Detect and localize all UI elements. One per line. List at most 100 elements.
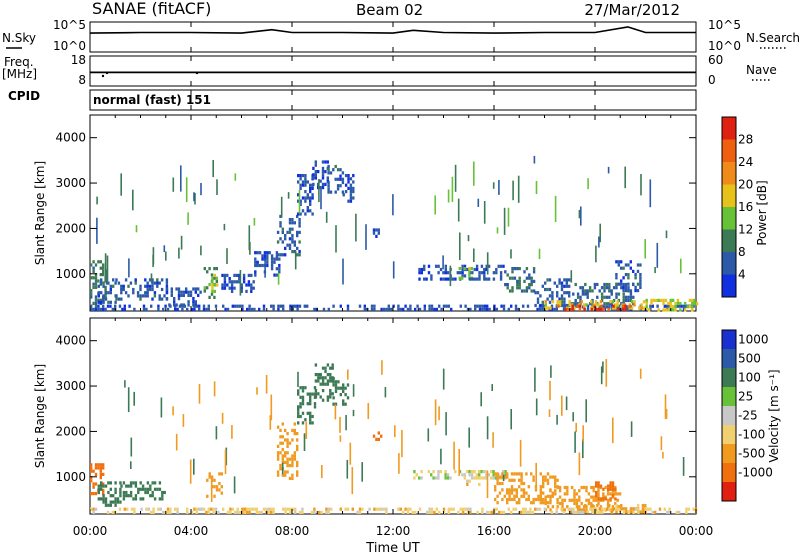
scatter-cell [567,507,570,511]
scatter-cell [158,487,162,491]
scatter-cell [296,473,299,477]
scatter-streak [498,180,500,195]
scatter-cell [551,505,555,509]
scatter-cell [608,507,611,511]
scatter-cell [678,304,681,308]
scatter-cell [526,304,530,308]
scatter-cell [161,494,164,498]
scatter-cell [327,168,330,172]
scatter-cell [420,476,423,480]
scatter-streak [538,248,541,260]
scatter-cell [581,292,585,296]
scatter-cell [508,494,511,498]
scatter-cell [90,469,93,473]
scatter-cell [99,266,102,270]
scatter-cell [492,271,496,275]
scatter-cell [116,500,120,504]
scatter-cell [558,495,562,499]
scatter-cell [617,263,620,267]
scatter-cell [317,373,320,377]
scatter-cell [392,304,395,308]
scatter-cell [229,510,232,514]
scatter-cell [115,278,118,282]
power-colorbar-tick-label: 16 [738,200,753,214]
scatter-cell [266,260,269,264]
scatter-cell [550,307,554,311]
scatter-cell [614,485,617,490]
scatter-cell [243,510,246,514]
scatter-cell [439,470,442,474]
scatter-cell [151,284,154,288]
scatter-cell [517,307,520,311]
scatter-cell [596,295,599,299]
scatter-cell [629,507,633,511]
scatter-cell [373,507,376,511]
scatter-cell [418,507,422,511]
scatter-cell [624,298,628,303]
scatter-cell [342,402,345,406]
scatter-cell [252,286,255,290]
scatter-streak [277,272,280,285]
scatter-cell [321,366,325,370]
scatter-cell [609,492,612,496]
scatter-cell [334,164,337,169]
scatter-cell [622,266,625,270]
scatter-cell [341,177,345,181]
scatter-cell [288,218,292,222]
scatter-cell [92,507,95,511]
scatter-cell [560,284,564,288]
scatter-cell [220,472,223,476]
scatter-cell [534,497,538,502]
scatter-cell [546,278,549,282]
velocity-panel-frame [89,317,697,515]
scatter-cell [223,273,227,277]
scatter-cell [501,481,504,486]
scatter-cell [329,366,332,370]
scatter-cell [397,507,400,511]
scatter-cell [504,470,507,474]
scatter-cell [550,304,554,308]
scatter-cell [132,481,135,485]
x-tick-label: 04:00 [174,524,209,538]
scatter-cell [608,302,611,306]
scatter-cell [624,282,628,287]
scatter-cell [397,304,400,308]
scatter-cell [618,507,621,511]
scatter-cell [230,280,234,284]
scatter-cell [326,373,330,377]
scatter-cell [301,389,305,393]
scatter-cell [574,282,577,287]
scatter-cell [148,278,152,282]
scatter-cell [122,497,126,501]
scatter-cell [109,500,112,504]
scatter-cell [622,298,625,303]
scatter-cell [546,287,549,292]
scatter-cell [144,294,147,298]
scatter-cell [304,183,307,187]
scatter-cell [487,264,491,268]
scatter-cell [564,307,567,311]
scatter-cell [591,289,594,293]
freq-right-bottom-tick: 0 [708,73,716,87]
scatter-cell [284,510,287,514]
scatter-cell [146,281,149,285]
scatter-cell [554,475,557,479]
scatter-cell [120,291,123,295]
scatter-cell [324,182,327,186]
axis-ticks: 00:00 04:00 08:00 12:00 16:00 20:00 00:0010002… [55,22,713,538]
y-tick-label: 4000 [55,334,86,348]
scatter-cell [612,304,615,308]
scatter-cell [483,307,486,311]
scatter-cell [669,298,672,302]
scatter-cell [423,277,426,281]
scatter-cell [102,463,105,467]
scatter-cell [242,280,246,284]
scatter-cell [329,171,333,175]
scatter-cell [531,510,534,514]
scatter-cell [121,307,124,311]
scatter-cell [609,487,612,491]
scatter-cell [186,507,189,511]
scatter-cell [671,308,675,312]
scatter-cell [97,466,100,470]
scatter-cell [147,507,150,511]
